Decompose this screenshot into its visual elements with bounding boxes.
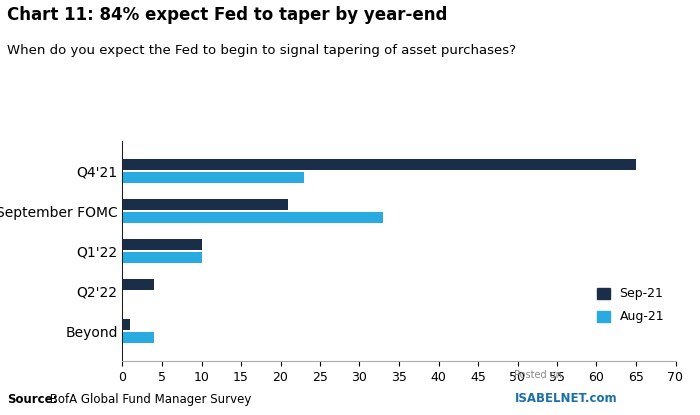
Text: Chart 11: 84% expect Fed to taper by year-end: Chart 11: 84% expect Fed to taper by yea…: [7, 6, 447, 24]
Text: Posted on: Posted on: [514, 370, 562, 380]
Legend: Sep-21, Aug-21: Sep-21, Aug-21: [592, 282, 669, 328]
Text: BofA Global Fund Manager Survey: BofA Global Fund Manager Survey: [46, 393, 251, 406]
Bar: [122, 199, 288, 210]
Bar: [122, 172, 304, 183]
Bar: [122, 212, 383, 223]
Bar: [122, 239, 202, 250]
Text: Source:: Source:: [7, 393, 57, 406]
Bar: [122, 319, 130, 330]
Bar: [122, 252, 202, 263]
Bar: [122, 332, 154, 343]
Bar: [122, 159, 636, 170]
Text: When do you expect the Fed to begin to signal tapering of asset purchases?: When do you expect the Fed to begin to s…: [7, 44, 516, 56]
Bar: [122, 279, 154, 290]
Text: ISABELNET.com: ISABELNET.com: [514, 392, 617, 405]
